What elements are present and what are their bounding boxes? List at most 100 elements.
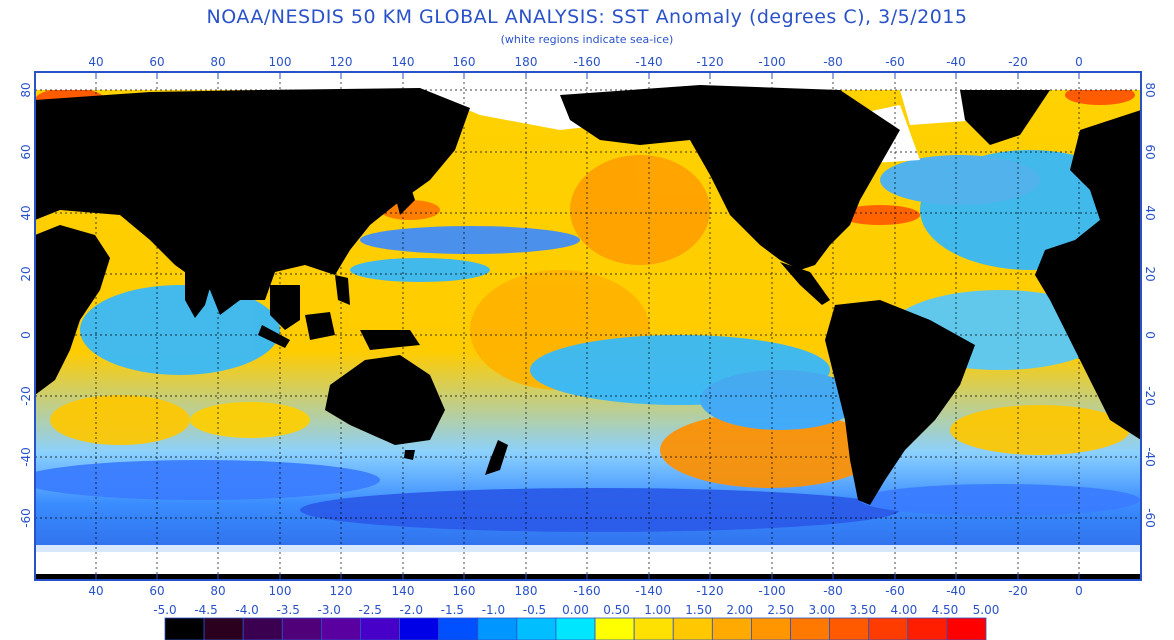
colorbar-label: -3.5 bbox=[276, 603, 299, 617]
colorbar-swatch bbox=[829, 617, 870, 640]
land-masses bbox=[35, 85, 1141, 580]
lon-label: 120 bbox=[330, 55, 353, 69]
colorbar-label: -0.5 bbox=[523, 603, 546, 617]
lon-label: 40 bbox=[88, 584, 103, 598]
lat-label: -60 bbox=[1143, 508, 1157, 528]
land-japan bbox=[395, 185, 415, 215]
land-indochina bbox=[270, 285, 300, 330]
land-sumatra bbox=[258, 325, 290, 348]
lon-label: 60 bbox=[149, 584, 164, 598]
colorbar-swatch bbox=[594, 617, 635, 640]
colorbar-label: -2.5 bbox=[359, 603, 382, 617]
colorbar-swatch bbox=[555, 617, 596, 640]
lon-label: -80 bbox=[823, 584, 843, 598]
colorbar-swatch bbox=[320, 617, 361, 640]
lon-label: 140 bbox=[392, 584, 415, 598]
colorbar-label: -5.0 bbox=[153, 603, 176, 617]
colorbar-label: 4.50 bbox=[932, 603, 959, 617]
lat-label: 40 bbox=[1143, 205, 1157, 220]
colorbar-label: 5.00 bbox=[973, 603, 1000, 617]
colorbar-label: 2.50 bbox=[767, 603, 794, 617]
lat-label: 80 bbox=[19, 82, 33, 97]
land-philippines bbox=[335, 275, 350, 305]
land-newzealand bbox=[485, 440, 508, 475]
lon-label: -100 bbox=[758, 584, 785, 598]
land-greenland bbox=[960, 90, 1050, 145]
land-north-america bbox=[560, 85, 900, 270]
lon-labels-bottom: 40 60 80 100 120 140 160 180 -160 -140 -… bbox=[88, 584, 1082, 598]
lon-label: -80 bbox=[823, 55, 843, 69]
colorbar-swatch bbox=[751, 617, 791, 640]
lon-label: 180 bbox=[515, 55, 538, 69]
colorbar-label: -1.5 bbox=[441, 603, 464, 617]
lon-labels-top: 40 60 80 100 120 140 160 180 -160 -140 -… bbox=[88, 55, 1082, 69]
lon-label: -20 bbox=[1008, 584, 1028, 598]
colorbar-label: 1.50 bbox=[685, 603, 712, 617]
colorbar-label: 0.50 bbox=[603, 603, 630, 617]
lon-label: -140 bbox=[635, 584, 662, 598]
colorbar-swatch bbox=[399, 617, 440, 640]
lon-label: -120 bbox=[696, 584, 723, 598]
lon-label: -140 bbox=[635, 55, 662, 69]
graticule bbox=[35, 72, 1141, 580]
lon-label: -40 bbox=[946, 55, 966, 69]
lat-label: 80 bbox=[1143, 82, 1157, 97]
colorbar-swatch bbox=[868, 617, 909, 640]
colorbar-swatch bbox=[360, 617, 400, 640]
colorbar-label: -4.0 bbox=[235, 603, 258, 617]
colorbar-swatch bbox=[516, 617, 557, 640]
colorbar-label: -3.0 bbox=[317, 603, 340, 617]
land-antarctica bbox=[35, 574, 1141, 580]
colorbar-swatch bbox=[477, 617, 518, 640]
map-title: NOAA/NESDIS 50 KM GLOBAL ANALYSIS: SST A… bbox=[206, 6, 968, 28]
colorbar-label: 1.00 bbox=[644, 603, 671, 617]
colorbar-label: 0.00 bbox=[562, 603, 589, 617]
lon-label: 160 bbox=[453, 55, 476, 69]
anomaly-patches bbox=[35, 85, 1140, 532]
lat-labels-right: 80 60 40 20 0 -20 -40 -60 bbox=[1143, 82, 1157, 527]
frame-ticks bbox=[95, 72, 1080, 580]
colorbar-swatch bbox=[203, 617, 244, 640]
colorbar: -5.0 -4.5 -4.0 -3.5 -3.0 -2.5 -2.0 -1.5 -1.0 -0.5… bbox=[153, 603, 999, 640]
lon-label: 180 bbox=[515, 584, 538, 598]
lon-label: 60 bbox=[149, 55, 164, 69]
land-australia bbox=[325, 355, 445, 445]
lat-label: 0 bbox=[19, 331, 33, 339]
lon-label: 0 bbox=[1075, 584, 1083, 598]
lat-label: -40 bbox=[19, 447, 33, 467]
lon-label: 140 bbox=[392, 55, 415, 69]
lon-label: -60 bbox=[885, 55, 905, 69]
lon-label: -160 bbox=[573, 584, 600, 598]
colorbar-swatch bbox=[633, 617, 674, 640]
lon-label: -160 bbox=[573, 55, 600, 69]
colorbar-swatch bbox=[907, 617, 948, 640]
lat-label: 20 bbox=[19, 266, 33, 281]
lat-label: 20 bbox=[1143, 266, 1157, 281]
lon-label: -120 bbox=[696, 55, 723, 69]
colorbar-swatch bbox=[711, 617, 752, 640]
land-europe-africa-east bbox=[1035, 110, 1141, 440]
colorbar-swatch bbox=[438, 617, 479, 640]
map-subtitle: (white regions indicate sea-ice) bbox=[500, 33, 674, 46]
lat-label: -20 bbox=[19, 386, 33, 406]
lon-label: 80 bbox=[210, 55, 225, 69]
land-africa bbox=[35, 225, 110, 395]
lon-label: 120 bbox=[330, 584, 353, 598]
lon-label: -100 bbox=[758, 55, 785, 69]
lon-label: -60 bbox=[885, 584, 905, 598]
lat-label: 40 bbox=[19, 205, 33, 220]
colorbar-label: 4.00 bbox=[891, 603, 918, 617]
lat-label: 0 bbox=[1143, 331, 1157, 339]
map-field bbox=[35, 72, 1141, 580]
land-central-america bbox=[780, 262, 830, 305]
colorbar-label: -4.5 bbox=[194, 603, 217, 617]
land-india bbox=[185, 265, 215, 318]
lon-label: 0 bbox=[1075, 55, 1083, 69]
land-south-america bbox=[825, 300, 975, 505]
lat-label: 60 bbox=[1143, 144, 1157, 159]
lat-label: -60 bbox=[19, 508, 33, 528]
colorbar-swatch bbox=[164, 617, 205, 640]
colorbar-label: 3.00 bbox=[808, 603, 835, 617]
colorbar-label: -1.0 bbox=[482, 603, 505, 617]
